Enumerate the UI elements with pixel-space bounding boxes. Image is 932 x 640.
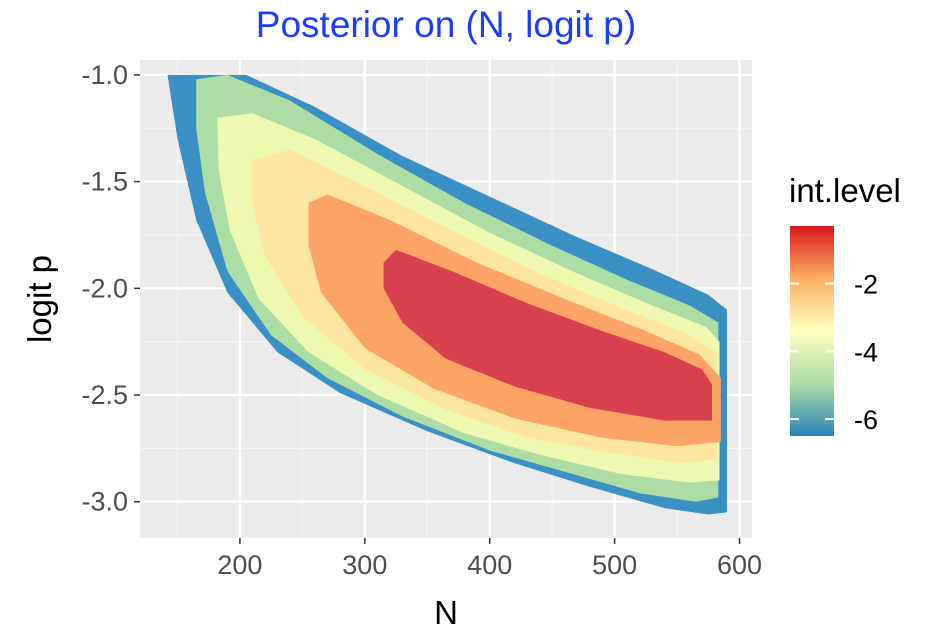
x-tick-label: 300 [342, 550, 387, 580]
legend-tick-label: -6 [854, 405, 878, 435]
x-tick-label: 200 [217, 550, 262, 580]
y-axis-ticks: -1.0 -1.5 -2.0 -2.5 -3.0 [81, 60, 140, 517]
contour-fills [167, 74, 727, 515]
legend-tick-label: -2 [854, 270, 878, 300]
y-tick-label: -2.0 [81, 273, 128, 303]
legend-colorbar [790, 226, 834, 436]
contour-level-6 [383, 249, 712, 421]
legend-tick-label: -4 [854, 337, 878, 367]
y-tick-label: -1.5 [81, 167, 128, 197]
y-tick-label: -1.0 [81, 60, 128, 90]
x-tick-label: 500 [592, 550, 637, 580]
y-tick-label: -3.0 [81, 487, 128, 517]
chart-title: Posterior on (N, logit p) [255, 4, 637, 45]
legend-ticks: -2 -4 -6 [790, 270, 878, 435]
legend: int.level -2 -4 -6 [789, 172, 901, 436]
x-axis-title: N [434, 594, 458, 631]
y-axis-title: logit p [21, 255, 58, 343]
x-tick-label: 600 [717, 550, 762, 580]
legend-title: int.level [789, 172, 901, 209]
x-tick-label: 400 [467, 550, 512, 580]
x-axis-ticks: 200 300 400 500 600 [217, 538, 762, 580]
y-tick-label: -2.5 [81, 380, 128, 410]
